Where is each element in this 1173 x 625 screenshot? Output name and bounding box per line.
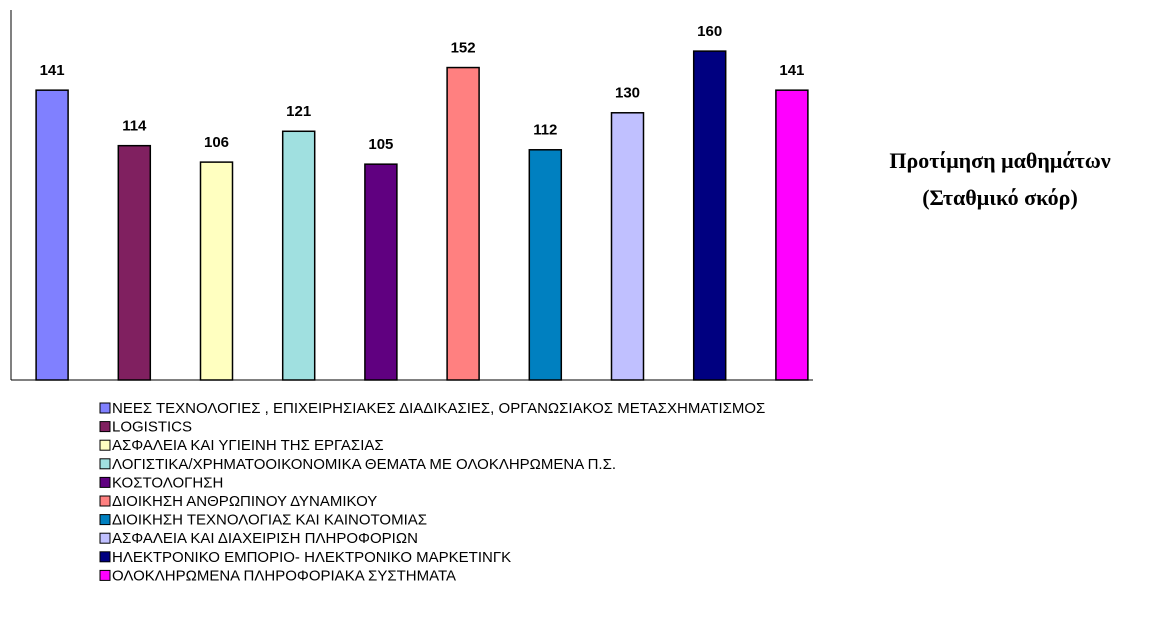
legend-label: ΝΕΕΣ ΤΕΧΝΟΛΟΓΙΕΣ , ΕΠΙΧΕΙΡΗΣΙΑΚΕΣ ΔΙΑΔΙΚ… [112, 400, 765, 417]
legend-label: ΔΙΟΙΚΗΣΗ ΑΝΘΡΩΠΙΝΟΥ ΔΥΝΑΜΙΚΟΥ [112, 493, 377, 510]
legend-label: ΚΟΣΤΟΛΟΓΗΣΗ [112, 474, 223, 491]
chart-title: (Σταθμικό σκόρ) [922, 185, 1078, 210]
value-label: 114 [122, 118, 147, 135]
bar [199, 161, 234, 381]
bar [692, 50, 727, 381]
value-label: 106 [204, 134, 229, 151]
value-label: 141 [40, 62, 65, 79]
bar [610, 112, 645, 381]
legend-swatch [99, 551, 111, 563]
bar [446, 66, 480, 381]
value-label: 160 [697, 23, 722, 40]
legend-swatch [99, 569, 111, 581]
legend-swatch [99, 458, 111, 470]
value-label: 130 [615, 85, 640, 102]
value-label: 152 [451, 40, 476, 57]
legend-label: ΔΙΟΙΚΗΣΗ ΤΕΧΝΟΛΟΓΙΑΣ ΚΑΙ ΚΑΙΝΟΤΟΜΙΑΣ [112, 512, 427, 529]
legend-swatch [99, 439, 111, 451]
legend-swatch [99, 421, 111, 433]
legend-label: LOGISTICS [112, 419, 192, 436]
legend-swatch [99, 402, 111, 414]
chart-title: Προτίμηση μαθημάτων [889, 148, 1110, 173]
legend-label: ΑΣΦΑΛΕΙΑ ΚΑΙ ΥΓΙΕΙΝΗ ΤΗΣ ΕΡΓΑΣΙΑΣ [112, 437, 384, 454]
bar [117, 144, 152, 381]
bar [281, 130, 316, 381]
value-label: 112 [533, 122, 557, 139]
legend-label: ΑΣΦΑΛΕΙΑ ΚΑΙ ΔΙΑΧΕΙΡΙΣΗ ΠΛΗΡΟΦΟΡΙΩΝ [112, 530, 418, 547]
legend-label: ΟΛΟΚΛΗΡΩΜΕΝΑ ΠΛΗΡΟΦΟΡΙΑΚΑ ΣΥΣΤΗΜΑΤΑ [112, 567, 456, 584]
value-label: 105 [368, 136, 393, 153]
legend-label: ΛΟΓΙΣΤΙΚΑ/ΧΡΗΜΑΤΟΟΙΚΟΝΟΜΙΚΑ ΘΕΜΑΤΑ ΜΕ ΟΛ… [112, 456, 616, 473]
bar [775, 89, 809, 381]
value-label: 121 [286, 103, 311, 120]
bar [364, 163, 398, 381]
bar [35, 89, 69, 381]
bar [528, 149, 563, 381]
legend-swatch [99, 532, 111, 544]
legend-swatch [99, 476, 111, 488]
legend-swatch [99, 514, 111, 526]
legend-swatch [99, 495, 111, 507]
value-label: 141 [779, 62, 804, 79]
legend-label: ΗΛΕΚΤΡΟΝΙΚΟ ΕΜΠΟΡΙΟ- ΗΛΕΚΤΡΟΝΙΚΟ ΜΑΡΚΕΤΙ… [112, 549, 511, 566]
